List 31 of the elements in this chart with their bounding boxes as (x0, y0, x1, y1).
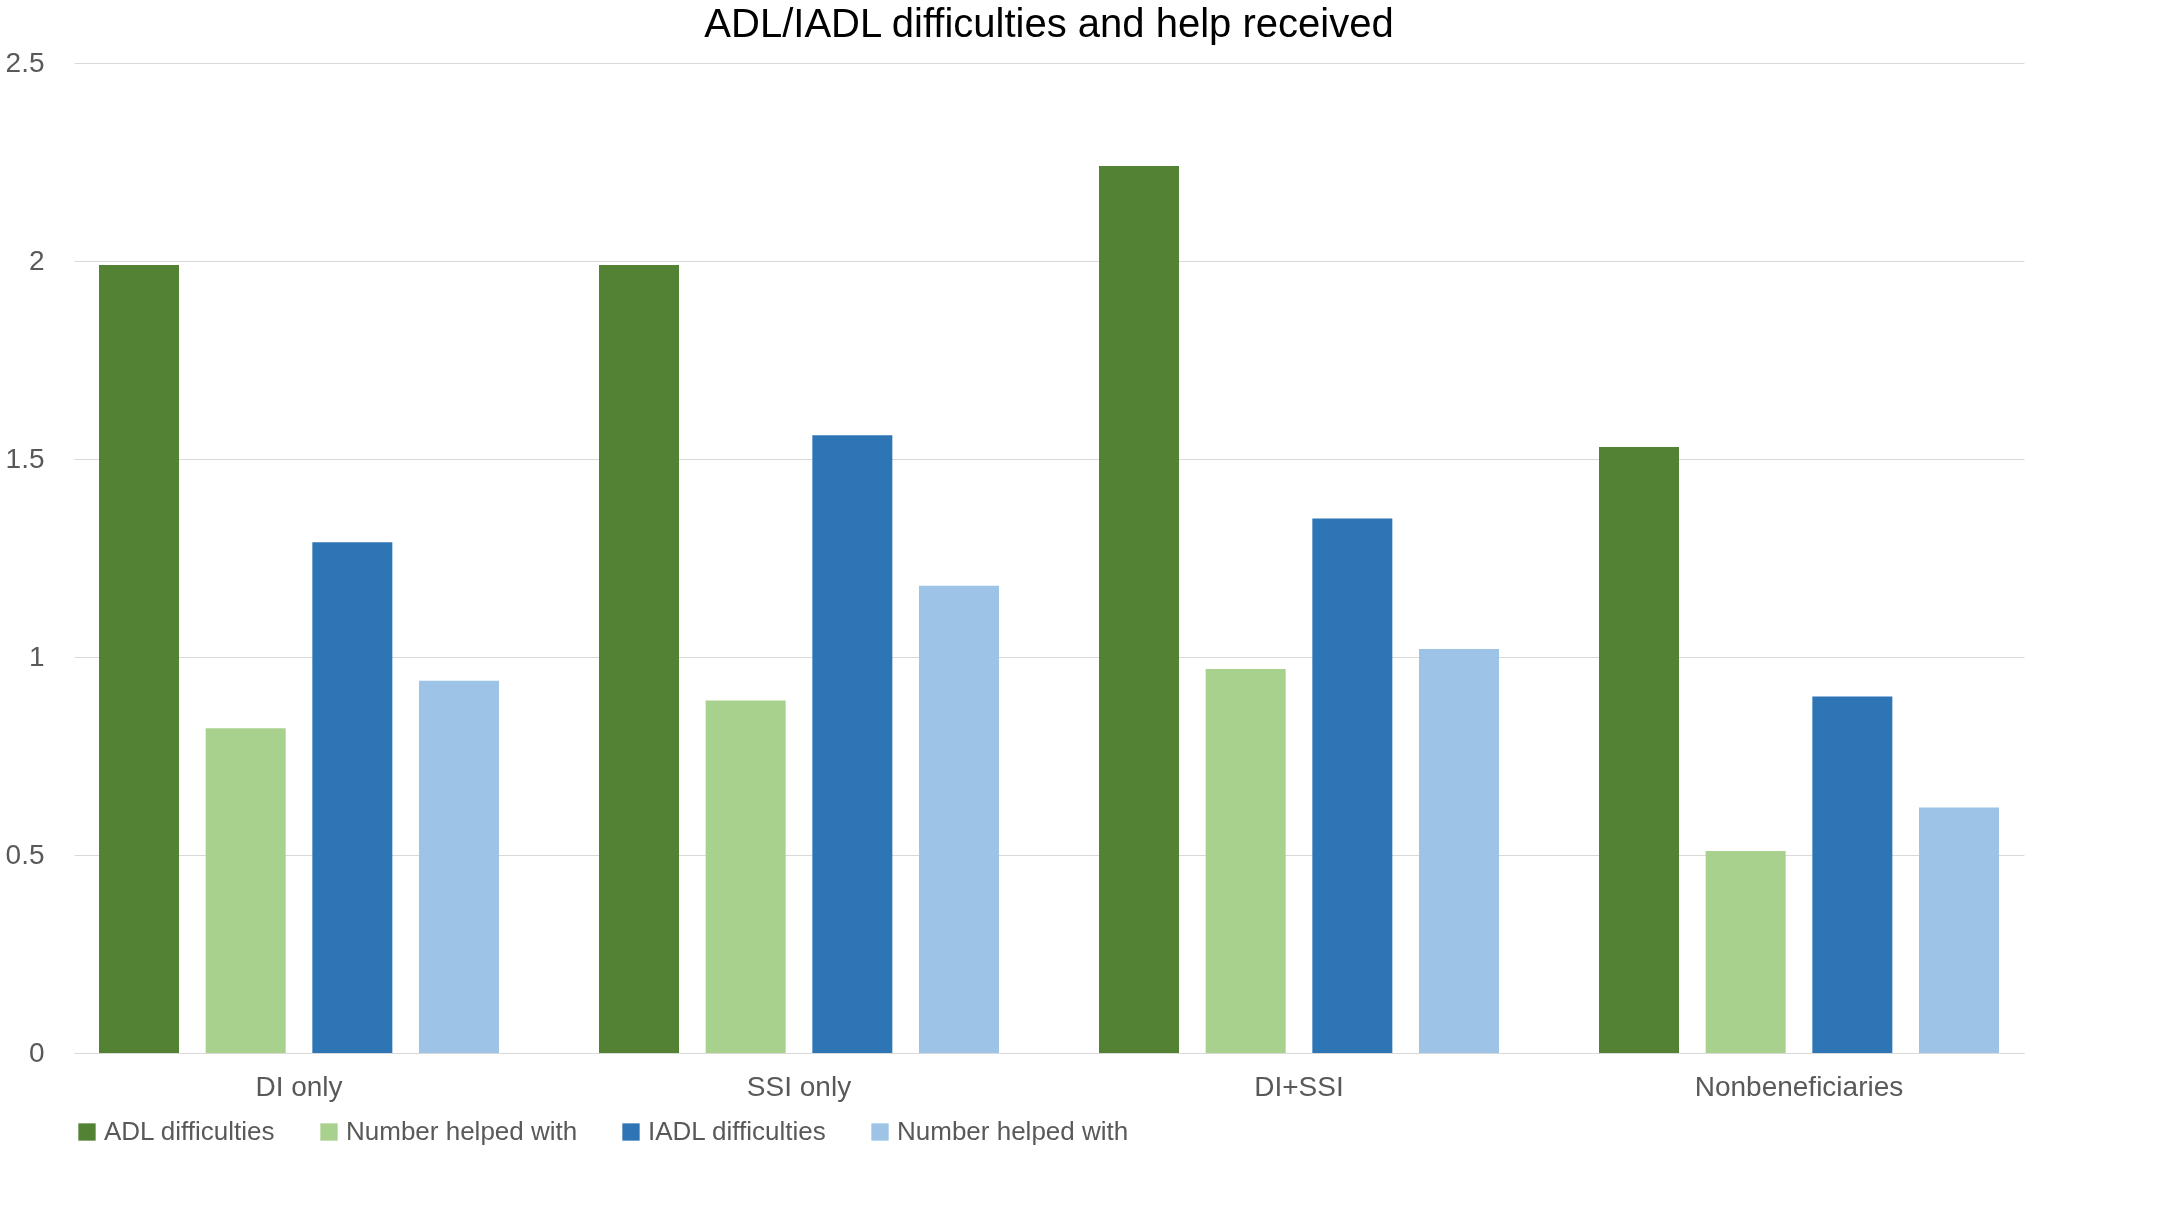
bar (1919, 807, 1999, 1053)
bar (419, 680, 499, 1053)
bar (312, 542, 393, 1053)
bar (705, 700, 786, 1053)
bar (99, 264, 179, 1053)
bar (1419, 649, 1499, 1053)
legend-label: IADL difficulties (648, 1116, 826, 1146)
x-tick-label: DI only (255, 1070, 343, 1102)
y-tick-label: 1.5 (5, 442, 45, 474)
y-tick-label: 1 (28, 640, 45, 672)
y-tick-label: 0.5 (5, 838, 45, 870)
legend-label: Number helped with (897, 1116, 1129, 1146)
x-tick-label: SSI only (746, 1070, 852, 1102)
bar (1099, 165, 1179, 1053)
bar (1812, 696, 1893, 1053)
bar (205, 728, 286, 1053)
bar (1205, 668, 1286, 1053)
bar (1705, 851, 1786, 1053)
bar (812, 435, 893, 1053)
y-tick-label: 2.5 (5, 46, 45, 78)
bar (599, 264, 679, 1053)
x-tick-label: Nonbeneficiaries (1694, 1070, 1904, 1102)
legend-label: Number helped with (346, 1116, 578, 1146)
bar (1312, 518, 1393, 1053)
bar (919, 585, 999, 1053)
bar (1599, 447, 1679, 1053)
y-tick-label: 0 (28, 1036, 45, 1068)
y-tick-label: 2 (28, 244, 45, 276)
x-tick-label: DI+SSI (1254, 1070, 1344, 1102)
chart-title: ADL/IADL difficulties and help received (704, 1, 1394, 45)
legend-label: ADL difficulties (104, 1116, 275, 1146)
